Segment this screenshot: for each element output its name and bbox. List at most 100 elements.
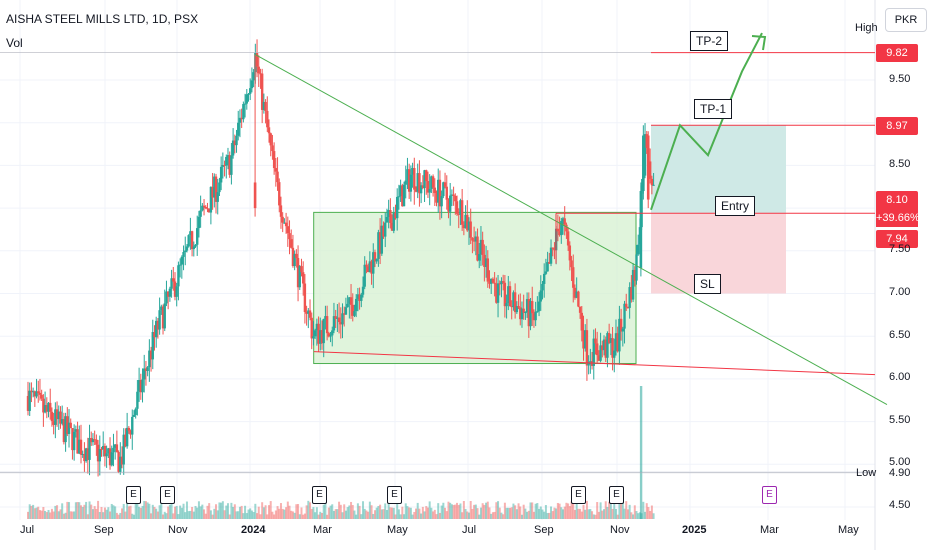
volume-bar	[630, 512, 633, 519]
candle-body	[180, 256, 184, 265]
candle-body	[438, 179, 442, 207]
tp1-annotation[interactable]: TP-1	[694, 99, 733, 119]
volume-bar	[536, 503, 539, 519]
volume-bar	[544, 505, 547, 519]
volume-bar	[589, 509, 592, 519]
candle-body	[457, 213, 460, 215]
candle-body	[646, 135, 650, 200]
candle-body	[329, 335, 332, 337]
volume-bar	[271, 511, 274, 519]
projection-path	[650, 32, 763, 211]
candle-body	[360, 294, 363, 301]
candle-body	[120, 456, 124, 465]
candle-body	[149, 350, 153, 360]
candle-body	[346, 303, 349, 308]
volume-bar	[438, 512, 441, 519]
volume-bar	[194, 505, 197, 519]
candle-body	[293, 253, 296, 267]
volume-bar	[240, 505, 243, 519]
candle-body	[370, 261, 373, 274]
candle-body	[129, 430, 132, 435]
volume-bar	[151, 504, 154, 519]
candle-body	[389, 210, 392, 223]
candle-body	[525, 299, 529, 313]
volume-bar	[478, 514, 481, 519]
volume-bar	[573, 509, 576, 519]
candle-body	[366, 266, 370, 273]
volume-bar	[220, 502, 223, 519]
volume-bar	[604, 501, 607, 519]
earnings-badge[interactable]: E	[571, 486, 586, 504]
candle-body	[52, 421, 55, 425]
candle-body	[72, 431, 76, 451]
currency-button[interactable]: PKR	[885, 8, 927, 32]
volume-bar	[529, 502, 532, 519]
volume-bar	[290, 510, 293, 519]
volume-bar	[74, 502, 77, 519]
volume-bar	[134, 501, 137, 519]
earnings-badge[interactable]: E	[126, 486, 141, 504]
volume-bar	[273, 514, 276, 519]
candle-body	[172, 278, 175, 282]
candle-body	[464, 214, 467, 229]
earnings-badge[interactable]: E	[609, 486, 624, 504]
volume-bar	[377, 505, 380, 519]
volume-bar	[449, 502, 452, 519]
volume-bar	[158, 505, 161, 519]
volume-bar	[182, 503, 185, 519]
candle-body	[144, 368, 148, 371]
candle-body	[604, 339, 607, 358]
volume-bar	[131, 513, 134, 519]
candle-body	[372, 252, 375, 274]
volume-bar	[416, 502, 419, 519]
volume-bar	[339, 504, 342, 519]
candle-body	[637, 244, 640, 255]
candle-body	[47, 402, 50, 412]
entry-annotation[interactable]: Entry	[715, 196, 756, 216]
volume-bar	[69, 511, 72, 519]
candle-body	[266, 110, 269, 128]
volume-bar	[420, 513, 423, 519]
candle-body	[69, 422, 72, 429]
volume-bar	[579, 508, 582, 519]
volume-bar	[380, 509, 383, 519]
volume-bar	[129, 505, 132, 519]
candle-body	[243, 103, 247, 105]
earnings-badge[interactable]: E	[160, 486, 175, 504]
volume-bar	[587, 509, 590, 519]
earnings-badge[interactable]: E	[312, 486, 327, 504]
candle-body	[230, 155, 233, 175]
volume-bar	[338, 501, 341, 519]
volume-bar	[112, 505, 115, 519]
candle-body	[105, 453, 108, 457]
candle-body	[556, 228, 560, 232]
candle-body	[334, 316, 337, 319]
earnings-badge[interactable]: E	[387, 486, 402, 504]
candle-body	[228, 155, 231, 175]
volume-bar	[320, 512, 323, 519]
volume-bar	[305, 505, 308, 519]
candle-body	[303, 283, 307, 313]
x-tick: Sep	[94, 524, 114, 536]
sl-annotation[interactable]: SL	[694, 274, 721, 294]
candle-body	[594, 338, 597, 344]
volume-bar	[362, 501, 365, 519]
volume-bar	[391, 507, 394, 519]
candle-body	[522, 308, 525, 313]
candle-body	[358, 294, 361, 301]
candle-body	[431, 176, 435, 188]
volume-bar	[503, 502, 506, 519]
volume-bar	[454, 504, 457, 519]
volume-bar	[27, 511, 29, 519]
candle-body	[213, 176, 216, 198]
candle-body	[137, 380, 141, 392]
candle-body	[618, 318, 621, 352]
candle-body	[421, 185, 425, 189]
volume-bar	[160, 501, 163, 519]
tp2-annotation[interactable]: TP-2	[690, 31, 729, 51]
candle-body	[231, 140, 235, 156]
x-tick: Mar	[313, 524, 332, 536]
earnings-badge-upcoming[interactable]: E	[762, 486, 777, 504]
candle-body	[478, 254, 481, 261]
